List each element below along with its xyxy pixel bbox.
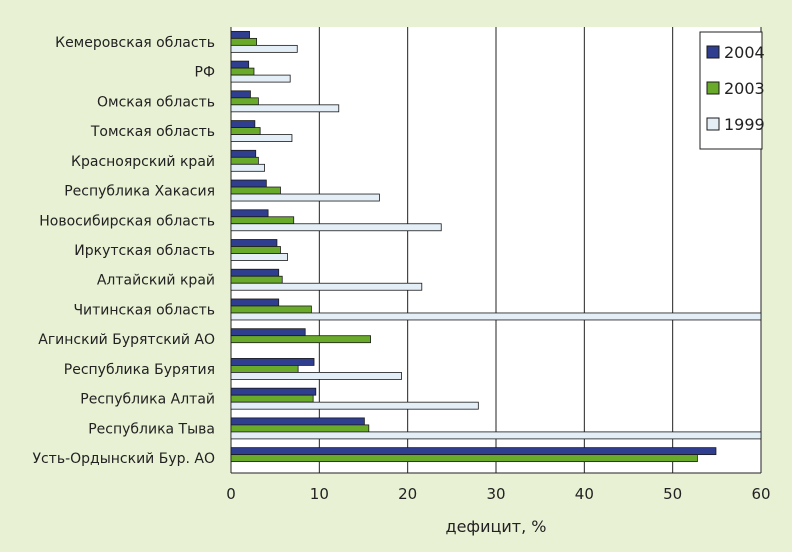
x-axis-title: дефицит, % bbox=[446, 517, 547, 536]
bar-2003 bbox=[230, 67, 255, 76]
legend-swatch bbox=[706, 45, 720, 59]
bar-2004 bbox=[230, 328, 306, 337]
x-tick-labels: 0 10 20 30 40 50 60 bbox=[226, 485, 770, 503]
bar-2003 bbox=[230, 186, 281, 195]
bars bbox=[230, 30, 762, 463]
bar-1999 bbox=[230, 282, 423, 291]
category-label: Новосибирская область bbox=[39, 213, 215, 229]
bar-2004 bbox=[230, 120, 256, 128]
bar-1999 bbox=[230, 401, 479, 410]
bar-2004 bbox=[230, 30, 250, 39]
bar-1999 bbox=[230, 372, 402, 380]
bar-2004 bbox=[230, 268, 280, 277]
category-label: Усть-Ордынский Бур. АО bbox=[32, 451, 215, 467]
bar-2004 bbox=[230, 447, 717, 456]
bar-2003 bbox=[230, 454, 698, 463]
bar-2004 bbox=[230, 358, 315, 366]
category-label: РФ bbox=[195, 65, 216, 81]
x-tick-label: 60 bbox=[751, 485, 770, 503]
bar-1999 bbox=[230, 253, 288, 261]
category-label: Республика Тыва bbox=[88, 421, 215, 437]
bar-1999 bbox=[230, 134, 293, 142]
x-tick-label: 20 bbox=[398, 485, 417, 503]
x-tick-label: 10 bbox=[310, 485, 329, 503]
bar-2003 bbox=[230, 394, 314, 403]
category-label: Красноярский край bbox=[71, 154, 215, 170]
category-label: Республика Бурятия bbox=[64, 362, 215, 378]
bar-2004 bbox=[230, 417, 365, 426]
bar-2004 bbox=[230, 387, 317, 396]
legend-label: 2003 bbox=[724, 79, 765, 98]
x-tick-label: 30 bbox=[486, 485, 505, 503]
legend-swatch bbox=[706, 117, 720, 131]
legend-label: 1999 bbox=[724, 115, 765, 134]
bar-1999 bbox=[230, 431, 762, 440]
category-label: Кемеровская область bbox=[55, 35, 215, 51]
legend-label: 2004 bbox=[724, 43, 765, 62]
bar-2003 bbox=[230, 335, 371, 344]
x-tick-label: 40 bbox=[575, 485, 594, 503]
category-label: Омская область bbox=[97, 94, 215, 110]
bar-2003 bbox=[230, 97, 259, 106]
bar-2003 bbox=[230, 365, 299, 373]
category-label: Алтайский край bbox=[97, 273, 215, 289]
bar-2003 bbox=[230, 246, 281, 254]
category-labels: Кемеровская область РФ Омская область Томск… bbox=[32, 35, 215, 467]
category-label: Республика Хакасия bbox=[64, 184, 215, 200]
bar-2003 bbox=[230, 127, 261, 135]
bar-2004 bbox=[230, 90, 251, 99]
bar-2004 bbox=[230, 149, 257, 158]
category-label: Иркутская область bbox=[74, 243, 215, 259]
bar-1999 bbox=[230, 312, 762, 321]
bar-2003 bbox=[230, 37, 258, 46]
x-tick-label: 50 bbox=[663, 485, 682, 503]
bar-1999 bbox=[230, 223, 442, 232]
legend-swatch bbox=[706, 81, 720, 95]
bar-1999 bbox=[230, 104, 340, 113]
bar-2003 bbox=[230, 275, 283, 284]
category-label: Агинский Бурятский АО bbox=[38, 332, 215, 348]
category-label: Читинская область bbox=[73, 302, 215, 318]
bar-2003 bbox=[230, 424, 370, 433]
bar-2004 bbox=[230, 60, 250, 69]
bar-1999 bbox=[230, 44, 298, 53]
bar-2004 bbox=[230, 179, 267, 188]
bar-2004 bbox=[230, 209, 269, 218]
bar-2003 bbox=[230, 305, 312, 314]
bar-2003 bbox=[230, 216, 295, 225]
bar-1999 bbox=[230, 74, 291, 83]
bar-1999 bbox=[230, 193, 380, 202]
bar-2003 bbox=[230, 156, 259, 165]
legend: 2004 2003 1999 bbox=[699, 31, 765, 150]
bar-2004 bbox=[230, 298, 280, 307]
category-label: Томская область bbox=[90, 124, 215, 140]
bar-2004 bbox=[230, 239, 278, 247]
bar-1999 bbox=[230, 163, 265, 172]
x-tick-label: 0 bbox=[226, 485, 236, 503]
category-label: Республика Алтай bbox=[80, 392, 215, 408]
